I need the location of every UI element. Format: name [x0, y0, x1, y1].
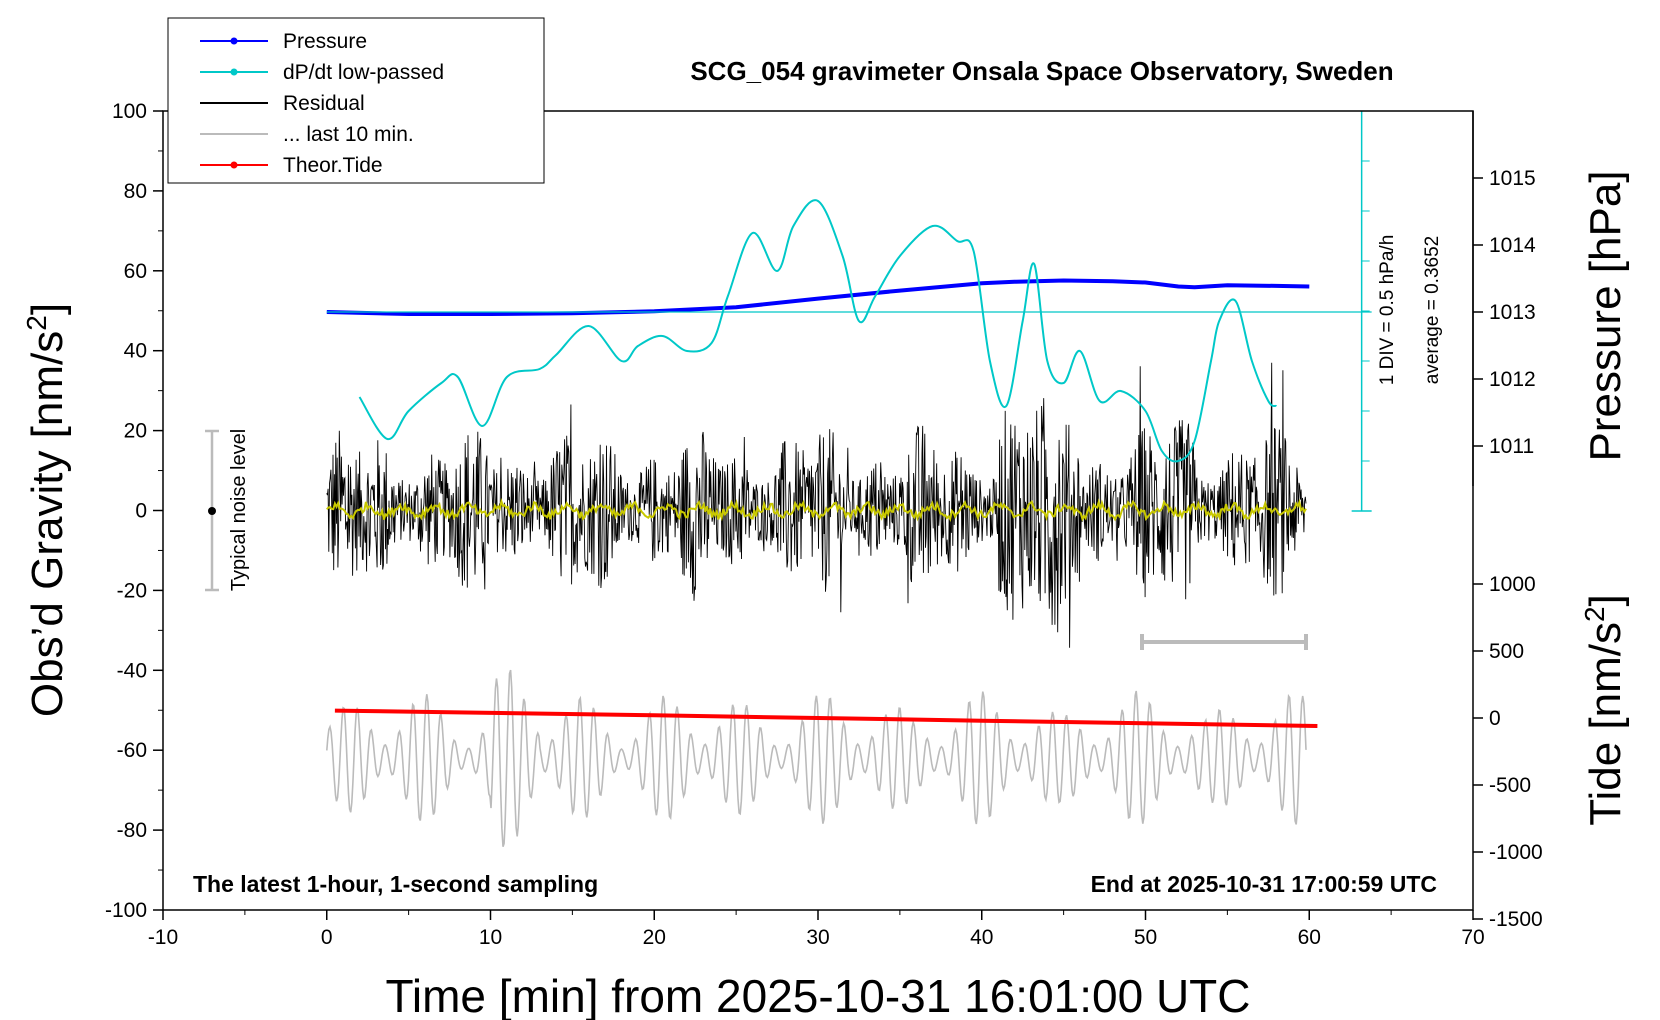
x-axis-label: Time [min] from 2025-10-31 16:01:00 UTC — [386, 970, 1251, 1020]
legend-label: Theor.Tide — [283, 154, 383, 177]
left-tick-label: 100 — [112, 100, 147, 123]
legend-box — [167, 17, 545, 184]
legend-label: dP/dt low-passed — [283, 61, 444, 84]
left-tick-label: 0 — [135, 500, 147, 523]
residual-series — [326, 362, 1307, 648]
x-tick-label: 60 — [1298, 926, 1321, 949]
legend-marker — [230, 161, 238, 169]
x-tick-label: 10 — [479, 926, 502, 949]
x-tick-label: 30 — [806, 926, 829, 949]
last-10-min-series — [326, 669, 1307, 847]
legend-entry: Pressure — [200, 30, 367, 53]
left-tick-label: -40 — [117, 659, 147, 682]
tide-tick-label: 1000 — [1489, 573, 1536, 596]
legend-label: ... last 10 min. — [283, 123, 414, 146]
residual-smoothed-series — [326, 497, 1307, 522]
tide-tick-label: -1000 — [1489, 841, 1543, 864]
tide-axis-label: Tide [nm/s2] — [1579, 594, 1630, 826]
dpdt-line — [358, 199, 1277, 463]
x-axis-ticks: -10 0 10 20 30 40 50 60 70 — [148, 910, 1485, 949]
tide-tick-label: -500 — [1489, 774, 1531, 797]
series-line — [326, 278, 1310, 316]
tide-tick-label: -1500 — [1489, 908, 1543, 931]
series-line — [334, 708, 1318, 728]
left-tick-label: 80 — [124, 180, 147, 203]
theor-tide-series — [334, 708, 1318, 728]
legend-entry: dP/dt low-passed — [200, 61, 444, 84]
tide-tick-label: 500 — [1489, 640, 1524, 663]
dpdt-scale-axis — [326, 110, 1372, 512]
pressure-tick-label: 1014 — [1489, 234, 1536, 257]
pressure-series — [326, 278, 1310, 316]
legend-label: Pressure — [283, 30, 367, 53]
legend-entry: Residual — [200, 92, 365, 115]
noise-level-marker — [205, 429, 219, 592]
pressure-tick-label: 1012 — [1489, 368, 1536, 391]
average-label: average = 0.3652 — [1422, 236, 1443, 384]
dpdt-series — [358, 199, 1277, 463]
legend-entry: Theor.Tide — [200, 154, 383, 177]
legend-marker — [230, 68, 238, 76]
x-tick-label: 70 — [1461, 926, 1484, 949]
noise-level-label: Typical noise level — [228, 429, 250, 591]
last-10-min-bracket — [1140, 634, 1308, 650]
left-tick-label: 60 — [124, 260, 147, 283]
pressure-tick-label: 1011 — [1489, 435, 1534, 458]
residual-line — [326, 362, 1307, 648]
left-axis-ticks: -100 -80 -60 -40 -20 0 20 40 60 80 100 — [105, 100, 163, 922]
left-tick-label: -80 — [117, 819, 147, 842]
x-tick-label: 50 — [1134, 926, 1157, 949]
last-10-min-line — [326, 669, 1307, 847]
left-tick-label: 20 — [124, 420, 147, 443]
pressure-tick-label: 1015 — [1489, 167, 1536, 190]
x-tick-label: 20 — [643, 926, 666, 949]
left-tick-label: -60 — [117, 739, 147, 762]
legend-label: Residual — [283, 92, 365, 115]
left-tick-label: 40 — [124, 340, 147, 363]
x-tick-label: -10 — [148, 926, 178, 949]
legend: Pressure dP/dt low-passed Residual ... last… — [167, 17, 545, 184]
div-scale-label: 1 DIV = 0.5 hPa/h — [1377, 235, 1398, 386]
left-tick-label: -20 — [117, 579, 147, 602]
legend-entry: ... last 10 min. — [200, 123, 414, 146]
chart-title: SCG_054 gravimeter Onsala Space Observat… — [690, 56, 1393, 86]
tide-axis-ticks: -1500 -1000 -500 0 500 1000 — [1473, 573, 1543, 931]
left-tick-label: -100 — [105, 899, 147, 922]
yellow-residual-line — [326, 497, 1307, 522]
legend-marker — [230, 37, 238, 45]
tide-tick-label: 0 — [1489, 707, 1501, 730]
pressure-axis-label: Pressure [hPa] — [1581, 170, 1630, 461]
left-axis-label: Obs’d Gravity [nm/s2] — [21, 303, 72, 717]
end-time-note: End at 2025-10-31 17:00:59 UTC — [1091, 871, 1437, 897]
sampling-note: The latest 1-hour, 1-second sampling — [193, 871, 598, 897]
x-tick-label: 40 — [970, 926, 993, 949]
pressure-axis-ticks: 1011 1012 1013 1014 1015 — [1472, 111, 1536, 486]
pressure-tick-label: 1013 — [1489, 301, 1536, 324]
x-tick-label: 0 — [321, 926, 333, 949]
